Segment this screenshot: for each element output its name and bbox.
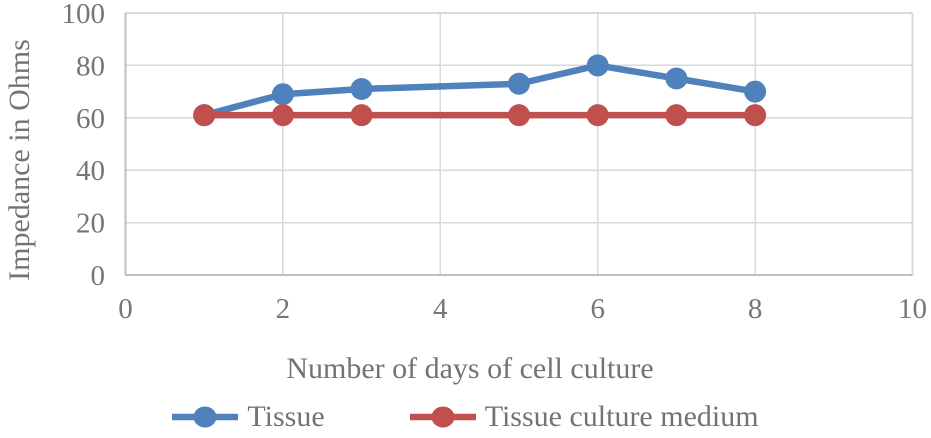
data-point-tissue	[744, 80, 767, 103]
legend-sample-tissue	[172, 406, 239, 428]
data-point-tissue-culture-medium	[350, 104, 373, 127]
y-tick-label: 0	[91, 260, 106, 292]
data-point-tissue-culture-medium	[508, 104, 530, 127]
data-point-tissue	[508, 72, 530, 95]
plot-area: 0 20 40 60 80 100 0 2 4 6 8 10	[62, 0, 928, 325]
legend-sample-tissue-culture-medium	[409, 406, 476, 428]
legend-marker-icon	[431, 406, 455, 428]
legend-marker-icon	[193, 406, 217, 428]
data-point-tissue	[665, 67, 688, 90]
data-point-tissue	[350, 77, 373, 100]
x-tick-label: 10	[898, 293, 927, 325]
y-tick-label: 100	[62, 0, 106, 30]
legend-item-tissue-culture-medium: Tissue culture medium	[409, 400, 759, 434]
data-point-tissue-culture-medium	[586, 104, 609, 127]
x-tick-label: 8	[748, 293, 763, 325]
data-point-tissue-culture-medium	[665, 104, 688, 127]
x-tick-label: 0	[118, 293, 133, 325]
legend: Tissue Tissue culture medium	[0, 397, 931, 437]
legend-label: Tissue culture medium	[484, 400, 759, 433]
legend-label: Tissue	[247, 400, 325, 433]
y-axis-title: Impedance in Ohms	[3, 39, 36, 281]
x-tick-label: 4	[433, 293, 448, 325]
x-axis-title: Number of days of cell culture	[286, 352, 654, 385]
data-point-tissue	[271, 83, 294, 106]
x-tick-label: 6	[590, 293, 605, 325]
legend-item-tissue: Tissue	[172, 400, 325, 434]
x-tick-label: 2	[276, 293, 291, 325]
data-point-tissue-culture-medium	[271, 104, 294, 127]
y-tick-label: 20	[76, 208, 105, 240]
data-point-tissue-culture-medium	[193, 104, 216, 127]
y-tick-label: 80	[76, 50, 105, 82]
data-point-tissue-culture-medium	[744, 104, 767, 127]
y-tick-label: 60	[76, 103, 105, 135]
y-tick-label: 40	[76, 155, 105, 187]
data-point-tissue	[586, 54, 609, 77]
